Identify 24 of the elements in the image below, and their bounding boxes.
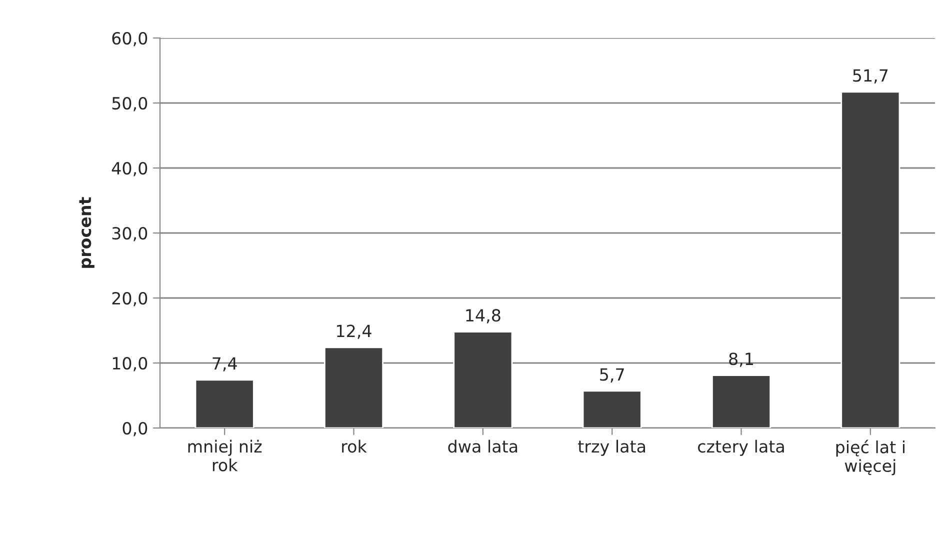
bar xyxy=(840,91,900,428)
bar xyxy=(453,331,513,428)
y-tick-label: 60,0 xyxy=(112,32,148,46)
y-tick-label: 20,0 xyxy=(112,292,148,306)
x-tick-label: pięć lat i więcej xyxy=(836,440,904,476)
bar xyxy=(324,346,384,428)
y-tick-label: 40,0 xyxy=(112,162,148,176)
bar xyxy=(711,374,772,428)
x-tick-label: mniej niż rok xyxy=(188,440,262,472)
x-tick-label: cztery lata xyxy=(698,440,784,456)
bar xyxy=(582,390,642,428)
y-axis-title: procent xyxy=(79,197,94,268)
y-tick-label: 30,0 xyxy=(112,226,148,242)
data-label: 14,8 xyxy=(466,309,500,324)
data-label: 12,4 xyxy=(337,324,372,339)
y-tick-label: 10,0 xyxy=(112,356,148,372)
data-label: 5,7 xyxy=(600,368,624,382)
x-tick-label: rok xyxy=(342,440,367,453)
x-tick-label: trzy lata xyxy=(578,440,646,456)
x-tick-label: dwa lata xyxy=(448,440,518,453)
y-tick-label: 0,0 xyxy=(122,422,148,436)
data-label: 51,7 xyxy=(853,69,888,84)
bar xyxy=(194,379,254,428)
y-tick-label: 50,0 xyxy=(112,96,148,112)
